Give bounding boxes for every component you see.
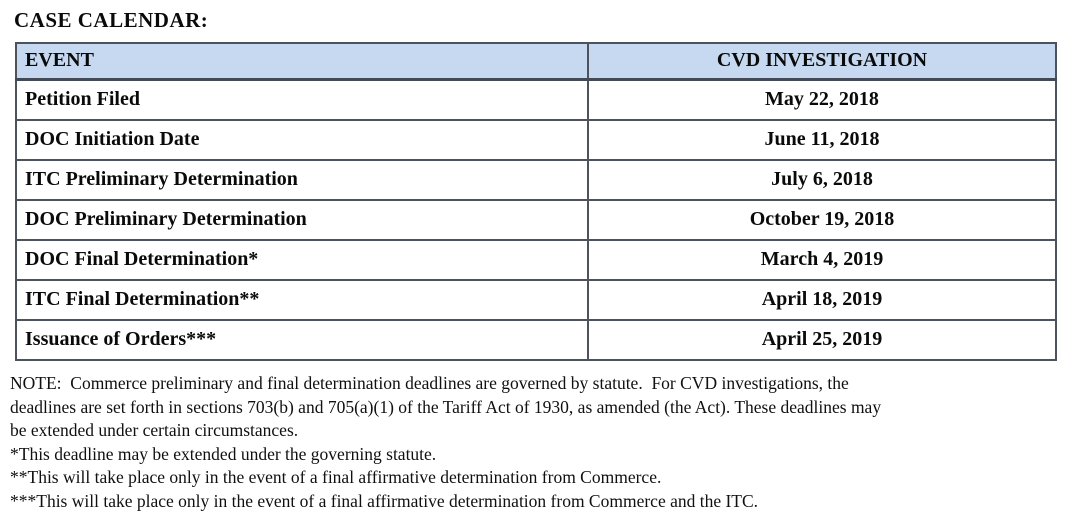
date-cell: July 6, 2018 [587,159,1057,201]
table-row: DOC Final Determination* March 4, 2019 [15,239,1057,281]
note-text: be extended under certain circumstances. [10,420,299,440]
date-cell: May 22, 2018 [587,78,1057,121]
table-row: DOC Preliminary Determination October 19… [15,199,1057,241]
note-text: NOTE: Commerce preliminary and final det… [10,373,849,393]
table-header-row: EVENT CVD INVESTIGATION [15,42,1057,81]
event-cell: Petition Filed [15,78,589,121]
event-cell: DOC Initiation Date [15,119,589,161]
event-cell: Issuance of Orders*** [15,319,589,361]
table-row: ITC Final Determination** April 18, 2019 [15,279,1057,321]
date-cell: October 19, 2018 [587,199,1057,241]
case-calendar-table: EVENT CVD INVESTIGATION Petition Filed M… [15,42,1057,361]
event-cell: ITC Final Determination** [15,279,589,321]
page-title: CASE CALENDAR: [14,8,209,32]
footnote: **This will take place only in the event… [10,467,662,487]
table-row: Issuance of Orders*** April 25, 2019 [15,319,1057,361]
notes-block: NOTE: Commerce preliminary and final det… [10,372,1076,513]
table-row: DOC Initiation Date June 11, 2018 [15,119,1057,161]
date-cell: April 18, 2019 [587,279,1057,321]
event-cell: ITC Preliminary Determination [15,159,589,201]
event-cell: DOC Preliminary Determination [15,199,589,241]
table-row: ITC Preliminary Determination July 6, 20… [15,159,1057,201]
date-cell: March 4, 2019 [587,239,1057,281]
date-cell: June 11, 2018 [587,119,1057,161]
footnote: ***This will take place only in the even… [10,490,759,511]
table-row: Petition Filed May 22, 2018 [15,78,1057,121]
column-header-event: EVENT [15,42,589,81]
footnote: *This deadline may be extended under the… [10,443,437,464]
event-cell: DOC Final Determination* [15,239,589,281]
date-cell: April 25, 2019 [587,319,1057,361]
note-text: deadlines are set forth in sections 703(… [10,396,882,417]
column-header-cvd-investigation: CVD INVESTIGATION [587,42,1057,81]
